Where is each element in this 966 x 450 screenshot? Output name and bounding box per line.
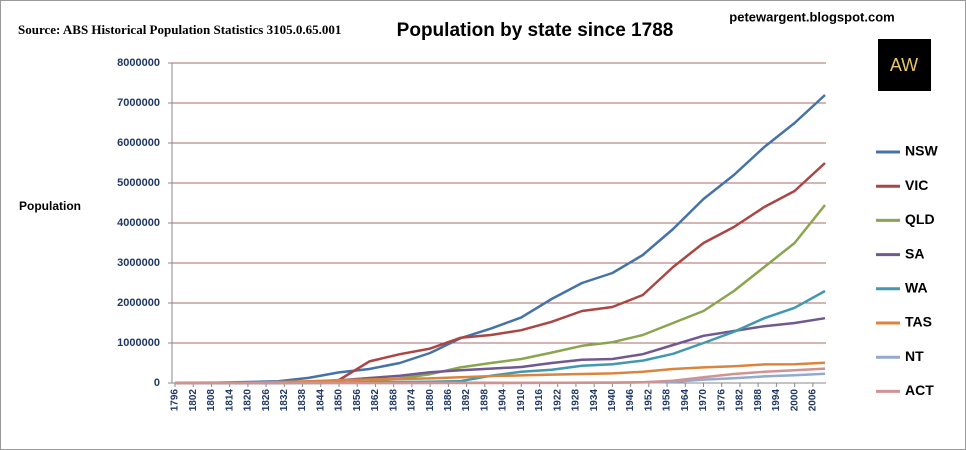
legend-label: VIC <box>905 177 928 193</box>
legend-label: TAS <box>905 314 932 330</box>
series-line <box>175 367 826 385</box>
x-tick-label: 1892 <box>461 389 472 412</box>
y-tick-label: 2000000 <box>117 297 160 309</box>
x-tick-label: 1904 <box>498 389 509 412</box>
x-tick-label: 1844 <box>315 389 326 412</box>
x-tick-label: 1838 <box>297 389 308 412</box>
legend-label: SA <box>905 245 924 261</box>
x-tick-label: 1802 <box>188 389 199 412</box>
x-tick-label: 1808 <box>206 389 217 412</box>
legend-label: NSW <box>905 143 938 159</box>
x-tick-label: 1976 <box>716 389 727 412</box>
chart-title: Population by state since 1788 <box>397 20 674 41</box>
x-tick-label: 1946 <box>625 389 636 412</box>
y-tick-label: 7000000 <box>117 97 160 109</box>
x-tick-label: 1940 <box>607 389 618 412</box>
x-tick-label: 1928 <box>571 389 582 412</box>
x-tick-label: 1880 <box>425 389 436 412</box>
x-tick-label: 1868 <box>388 389 399 412</box>
source: Source: ABS Historical Population Statis… <box>18 22 341 37</box>
legend-label: NT <box>905 348 924 364</box>
x-tick-label: 1958 <box>662 389 673 412</box>
y-tick-label: 8000000 <box>117 57 160 69</box>
x-tick-label: 1982 <box>735 389 746 412</box>
x-tick-label: 1796 <box>170 389 181 412</box>
logo: AW <box>890 55 918 75</box>
x-tick-label: 1916 <box>534 389 545 412</box>
x-tick-label: 1898 <box>479 389 490 412</box>
x-tick-label: 1820 <box>243 389 254 412</box>
x-tick-label: 1862 <box>370 389 381 412</box>
x-tick-label: 1850 <box>334 389 345 412</box>
legend-label: QLD <box>905 211 935 227</box>
legend-label: WA <box>905 280 928 296</box>
y-axis-label: Population <box>19 199 81 213</box>
x-tick-label: 1886 <box>443 389 454 412</box>
x-tick-label: 1988 <box>753 389 764 412</box>
website: petewargent.blogspot.com <box>729 9 894 24</box>
y-tick-label: 0 <box>154 377 160 389</box>
y-tick-label: 3000000 <box>117 257 160 269</box>
x-tick-label: 2000 <box>789 389 800 412</box>
x-tick-label: 1874 <box>407 389 418 412</box>
x-tick-label: 1814 <box>224 389 235 412</box>
x-tick-label: 1934 <box>589 389 600 412</box>
x-tick-label: 1970 <box>698 389 709 412</box>
legend-label: ACT <box>905 382 934 398</box>
x-tick-label: 1952 <box>643 389 654 412</box>
x-tick-label: 1964 <box>680 389 691 412</box>
x-tick-label: 1832 <box>279 389 290 412</box>
y-tick-label: 5000000 <box>117 177 160 189</box>
x-tick-label: 1994 <box>771 389 782 412</box>
x-tick-label: 2006 <box>807 389 818 412</box>
x-tick-label: 1910 <box>516 389 527 412</box>
logo-box <box>878 39 931 91</box>
y-tick-label: 4000000 <box>117 217 160 229</box>
y-tick-label: 6000000 <box>117 137 160 149</box>
x-tick-label: 1856 <box>352 389 363 412</box>
x-tick-label: 1922 <box>552 389 563 412</box>
y-tick-label: 1000000 <box>117 337 160 349</box>
x-tick-label: 1826 <box>261 389 272 412</box>
series-line <box>174 361 826 385</box>
series-line <box>174 94 826 385</box>
